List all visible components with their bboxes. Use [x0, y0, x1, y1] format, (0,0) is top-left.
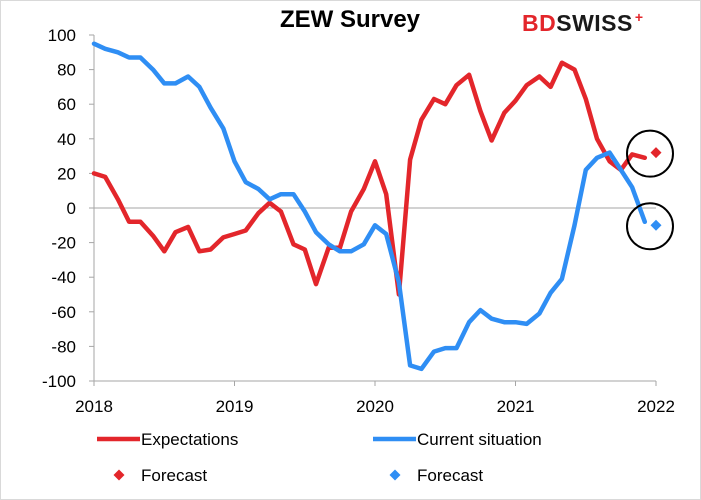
- chart-title: ZEW Survey: [279, 6, 421, 33]
- forecast-marker: [650, 219, 662, 231]
- y-tick-label: 60: [57, 95, 76, 114]
- x-tick-label: 2018: [75, 397, 113, 416]
- y-tick-label: -60: [51, 303, 76, 322]
- legend-swatch-marker: [113, 469, 125, 481]
- x-tick-label: 2022: [637, 397, 675, 416]
- logo-text-bd: BD: [522, 9, 557, 36]
- forecast-highlight-circle: [626, 202, 674, 251]
- y-tick-label: -40: [51, 268, 76, 287]
- y-tick-label: 100: [48, 26, 76, 45]
- series-line-expectations: [91, 60, 648, 297]
- legend-label: Expectations: [141, 430, 238, 449]
- legend-label: Forecast: [141, 466, 207, 485]
- y-tick-label: -80: [51, 337, 76, 356]
- legend-label: Current situation: [417, 430, 542, 449]
- y-tick-label: -100: [42, 372, 76, 391]
- logo-plus-icon: +: [634, 9, 644, 25]
- series-line-current-situation: [91, 41, 648, 372]
- x-tick-label: 2019: [216, 397, 254, 416]
- x-tick-label: 2021: [497, 397, 535, 416]
- legend-swatch-marker: [389, 469, 401, 481]
- y-tick-label: -20: [51, 234, 76, 253]
- legend-label: Forecast: [417, 466, 483, 485]
- y-tick-label: 80: [57, 61, 76, 80]
- x-tick-label: 2020: [356, 397, 394, 416]
- y-tick-label: 0: [67, 199, 76, 218]
- logo-text-swiss: SWISS: [556, 9, 633, 36]
- y-tick-label: 20: [57, 164, 76, 183]
- forecast-marker: [650, 147, 662, 159]
- y-tick-label: 40: [57, 130, 76, 149]
- brand-logo: BD SWISS +: [522, 8, 644, 38]
- forecast-highlight-circle: [626, 129, 674, 178]
